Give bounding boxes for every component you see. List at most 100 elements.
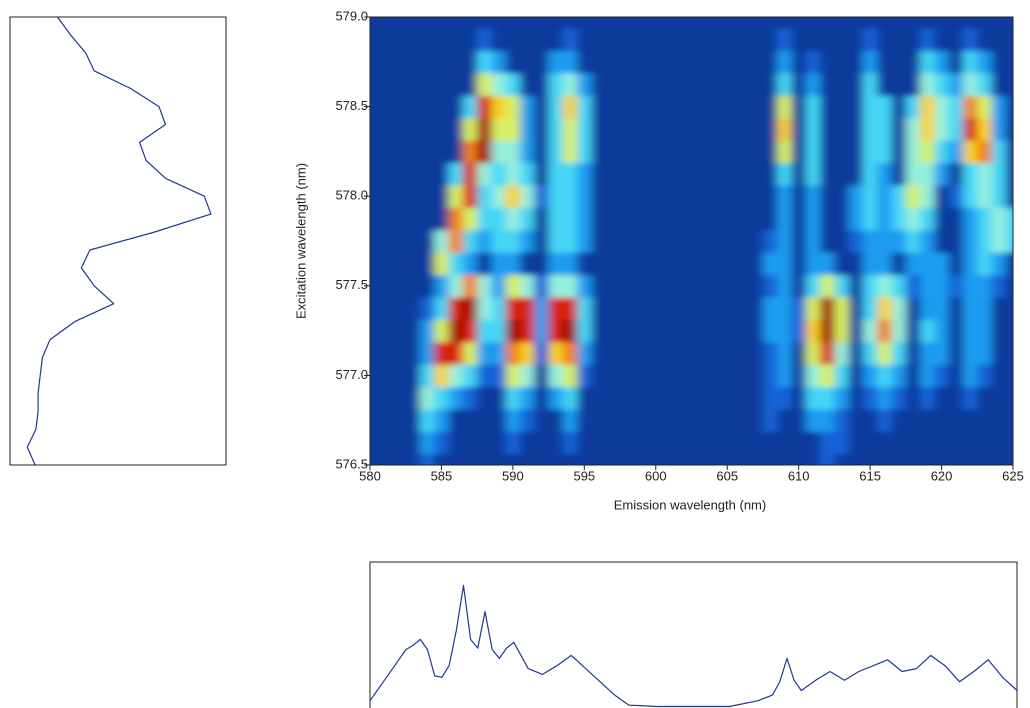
heatmap-cell bbox=[862, 229, 878, 253]
heatmap-cell bbox=[477, 409, 492, 432]
heatmap-cell bbox=[634, 297, 650, 320]
heatmap-cell bbox=[405, 95, 421, 119]
heatmap-cell bbox=[505, 207, 521, 231]
heatmap-cell bbox=[891, 386, 907, 410]
heatmap-cell bbox=[820, 297, 835, 320]
heatmap-cell bbox=[834, 319, 850, 343]
heatmap-cell bbox=[848, 341, 864, 365]
heatmap-cell bbox=[848, 207, 864, 231]
heatmap-cell bbox=[620, 162, 635, 186]
heatmap-cell bbox=[920, 185, 935, 208]
heatmap-cell bbox=[805, 207, 821, 231]
heatmap-cell bbox=[934, 185, 950, 208]
heatmap-cell bbox=[434, 73, 450, 96]
heatmap-cell bbox=[577, 386, 592, 410]
heatmap-cell bbox=[634, 17, 650, 29]
heatmap-cell bbox=[677, 17, 692, 29]
heatmap-cell bbox=[677, 95, 692, 119]
heatmap-cell bbox=[591, 409, 607, 432]
heatmap-cell bbox=[905, 117, 921, 141]
heatmap-cell bbox=[520, 453, 535, 465]
heatmap-cell bbox=[705, 95, 721, 119]
heatmap-cell bbox=[648, 17, 664, 29]
heatmap-cell bbox=[934, 73, 950, 96]
heatmap-cell bbox=[605, 95, 621, 119]
heatmap-cell bbox=[720, 409, 735, 432]
heatmap-cell bbox=[648, 95, 664, 119]
heatmap-cell bbox=[805, 162, 821, 186]
heatmap-cell bbox=[634, 364, 650, 388]
heatmap-cell bbox=[791, 431, 807, 455]
heatmap-cell bbox=[848, 319, 864, 343]
heatmap-cell bbox=[477, 50, 492, 74]
heatmap-cell bbox=[491, 252, 507, 276]
heatmap-cell bbox=[862, 95, 878, 119]
heatmap-cell bbox=[948, 207, 964, 231]
heatmap-cell bbox=[548, 17, 564, 29]
heatmap-cell bbox=[477, 319, 492, 343]
heatmap-cell bbox=[848, 162, 864, 186]
heatmap-cell bbox=[391, 117, 407, 141]
heatmap-cell bbox=[405, 50, 421, 74]
heatmap-cell bbox=[991, 117, 1007, 141]
heatmap-cell bbox=[377, 409, 392, 432]
heatmap-cell bbox=[591, 386, 607, 410]
heatmap-cell bbox=[820, 117, 835, 141]
heatmap-cell bbox=[820, 73, 835, 96]
heatmap-cell bbox=[962, 117, 978, 141]
heatmap-cell bbox=[634, 341, 650, 365]
heatmap-cell bbox=[491, 274, 507, 298]
heatmap-cell bbox=[448, 431, 464, 455]
heatmap-cell bbox=[534, 140, 550, 164]
heatmap-cell bbox=[448, 28, 464, 52]
heatmap-cell bbox=[420, 73, 435, 96]
y-tick-label: 576.5 bbox=[335, 456, 368, 471]
heatmap-cell bbox=[434, 28, 450, 52]
heatmap-cell bbox=[762, 252, 778, 276]
heatmap-cell bbox=[748, 364, 764, 388]
heatmap-cell bbox=[434, 431, 450, 455]
heatmap-cell bbox=[948, 274, 964, 298]
heatmap-cell bbox=[748, 185, 764, 208]
heatmap-cell bbox=[620, 274, 635, 298]
heatmap-cell bbox=[677, 364, 692, 388]
heatmap-cell bbox=[477, 140, 492, 164]
heatmap-cell bbox=[677, 386, 692, 410]
heatmap-cell bbox=[477, 185, 492, 208]
heatmap-cell bbox=[820, 431, 835, 455]
heatmap-cell bbox=[934, 297, 950, 320]
heatmap-cell bbox=[862, 431, 878, 455]
heatmap-cell bbox=[862, 50, 878, 74]
heatmap-cell bbox=[962, 319, 978, 343]
x-tick-label: 585 bbox=[431, 468, 453, 483]
heatmap-cell bbox=[448, 386, 464, 410]
heatmap-cell bbox=[991, 140, 1007, 164]
heatmap-cell bbox=[791, 229, 807, 253]
heatmap-cell bbox=[962, 140, 978, 164]
heatmap-cell bbox=[891, 185, 907, 208]
heatmap-cell bbox=[548, 252, 564, 276]
heatmap-cell bbox=[520, 386, 535, 410]
heatmap-cell bbox=[734, 117, 750, 141]
heatmap-cell bbox=[448, 364, 464, 388]
heatmap-cell bbox=[648, 319, 664, 343]
heatmap-cell bbox=[448, 140, 464, 164]
heatmap-cell bbox=[677, 252, 692, 276]
heatmap-cell bbox=[720, 341, 735, 365]
heatmap-cell bbox=[505, 319, 521, 343]
heatmap-cell bbox=[962, 409, 978, 432]
heatmap-cell bbox=[591, 17, 607, 29]
heatmap-cell bbox=[420, 274, 435, 298]
heatmap-cell bbox=[934, 341, 950, 365]
heatmap-cell bbox=[591, 252, 607, 276]
heatmap-cell bbox=[605, 386, 621, 410]
heatmap-cell bbox=[434, 207, 450, 231]
heatmap-cell bbox=[991, 50, 1007, 74]
heatmap-cell bbox=[562, 50, 578, 74]
heatmap-cell bbox=[662, 117, 678, 141]
heatmap-cell bbox=[820, 140, 835, 164]
heatmap-cell bbox=[1005, 453, 1013, 465]
heatmap-cell bbox=[720, 207, 735, 231]
heatmap-cell bbox=[977, 297, 993, 320]
heatmap-cell bbox=[891, 274, 907, 298]
